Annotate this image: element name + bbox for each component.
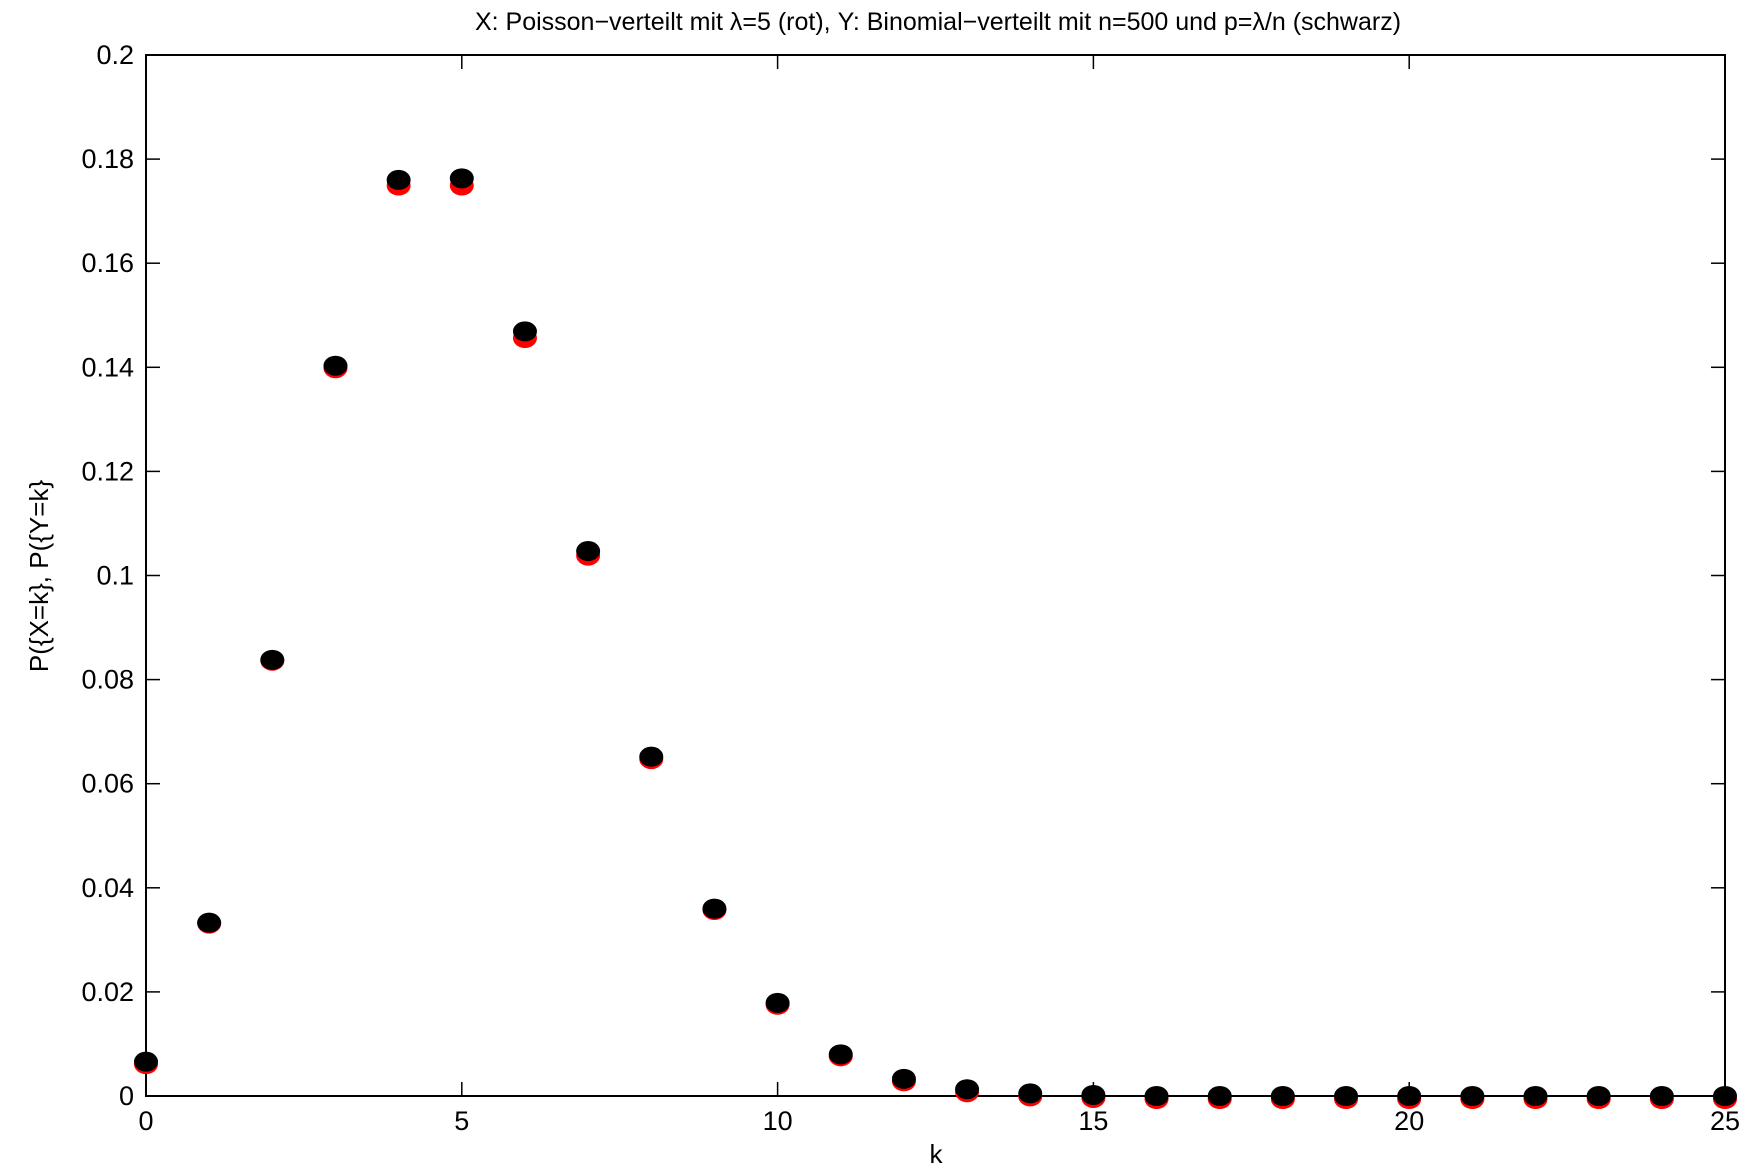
data-point — [828, 1044, 853, 1065]
data-point — [891, 1068, 916, 1089]
x-tick-label: 0 — [138, 1106, 153, 1136]
data-point — [386, 169, 411, 190]
x-tick-label: 5 — [454, 1106, 469, 1136]
y-tick-label: 0.06 — [81, 769, 134, 799]
data-point — [1018, 1083, 1043, 1104]
x-tick-label: 25 — [1710, 1106, 1740, 1136]
x-axis-label: k — [930, 1139, 944, 1169]
chart-title: X: Poisson−verteilt mit λ=5 (rot), Y: Bi… — [475, 8, 1401, 36]
data-point — [955, 1079, 980, 1100]
y-axis-label: P({X=k}, P({Y=k} — [24, 480, 54, 673]
y-tick-label: 0.04 — [81, 873, 134, 903]
data-point — [134, 1051, 158, 1072]
data-point — [1649, 1086, 1674, 1106]
data-point — [576, 541, 601, 562]
series-binomial-black — [134, 168, 1737, 1106]
y-tick-label: 0.16 — [81, 248, 134, 278]
y-tick-label: 0 — [119, 1081, 134, 1111]
y-tick-label: 0.08 — [81, 665, 134, 695]
data-point — [1397, 1086, 1422, 1106]
data-point — [197, 912, 222, 933]
x-tick-label: 10 — [763, 1106, 793, 1136]
plot-area-frame — [145, 54, 1726, 1097]
data-point — [1713, 1086, 1737, 1106]
y-tick-label: 0.18 — [81, 144, 134, 174]
data-point — [702, 898, 727, 919]
x-tick-label: 20 — [1394, 1106, 1424, 1136]
y-tick-label: 0.14 — [81, 352, 134, 382]
y-tick-label: 0.02 — [81, 977, 134, 1007]
x-tick-labels: 0 5 10 15 20 25 — [138, 1106, 1740, 1136]
data-point — [449, 168, 474, 189]
y-tick-label: 0.2 — [96, 40, 134, 70]
data-point — [512, 321, 537, 342]
data-point — [1334, 1086, 1359, 1106]
data-point — [1081, 1084, 1106, 1105]
data-point — [765, 992, 790, 1013]
y-tick-label: 0.1 — [96, 561, 134, 591]
data-point — [639, 746, 664, 767]
x-tick-label: 15 — [1078, 1106, 1108, 1136]
data-point — [1586, 1086, 1611, 1106]
data-point — [1144, 1086, 1169, 1106]
data-point — [323, 355, 348, 376]
series-poisson-red — [134, 175, 1737, 1109]
data-point — [1207, 1086, 1232, 1106]
data-point — [260, 649, 285, 670]
y-tick-labels: 0 0.02 0.04 0.06 0.08 0.1 0.12 0.14 0.16 0.18 0.2 — [81, 40, 134, 1111]
y-tick-label: 0.12 — [81, 456, 134, 486]
data-series — [134, 168, 1737, 1109]
data-point — [1523, 1086, 1548, 1106]
data-point — [1270, 1086, 1295, 1106]
axis-ticks — [145, 54, 1726, 1097]
data-point — [1460, 1086, 1485, 1106]
